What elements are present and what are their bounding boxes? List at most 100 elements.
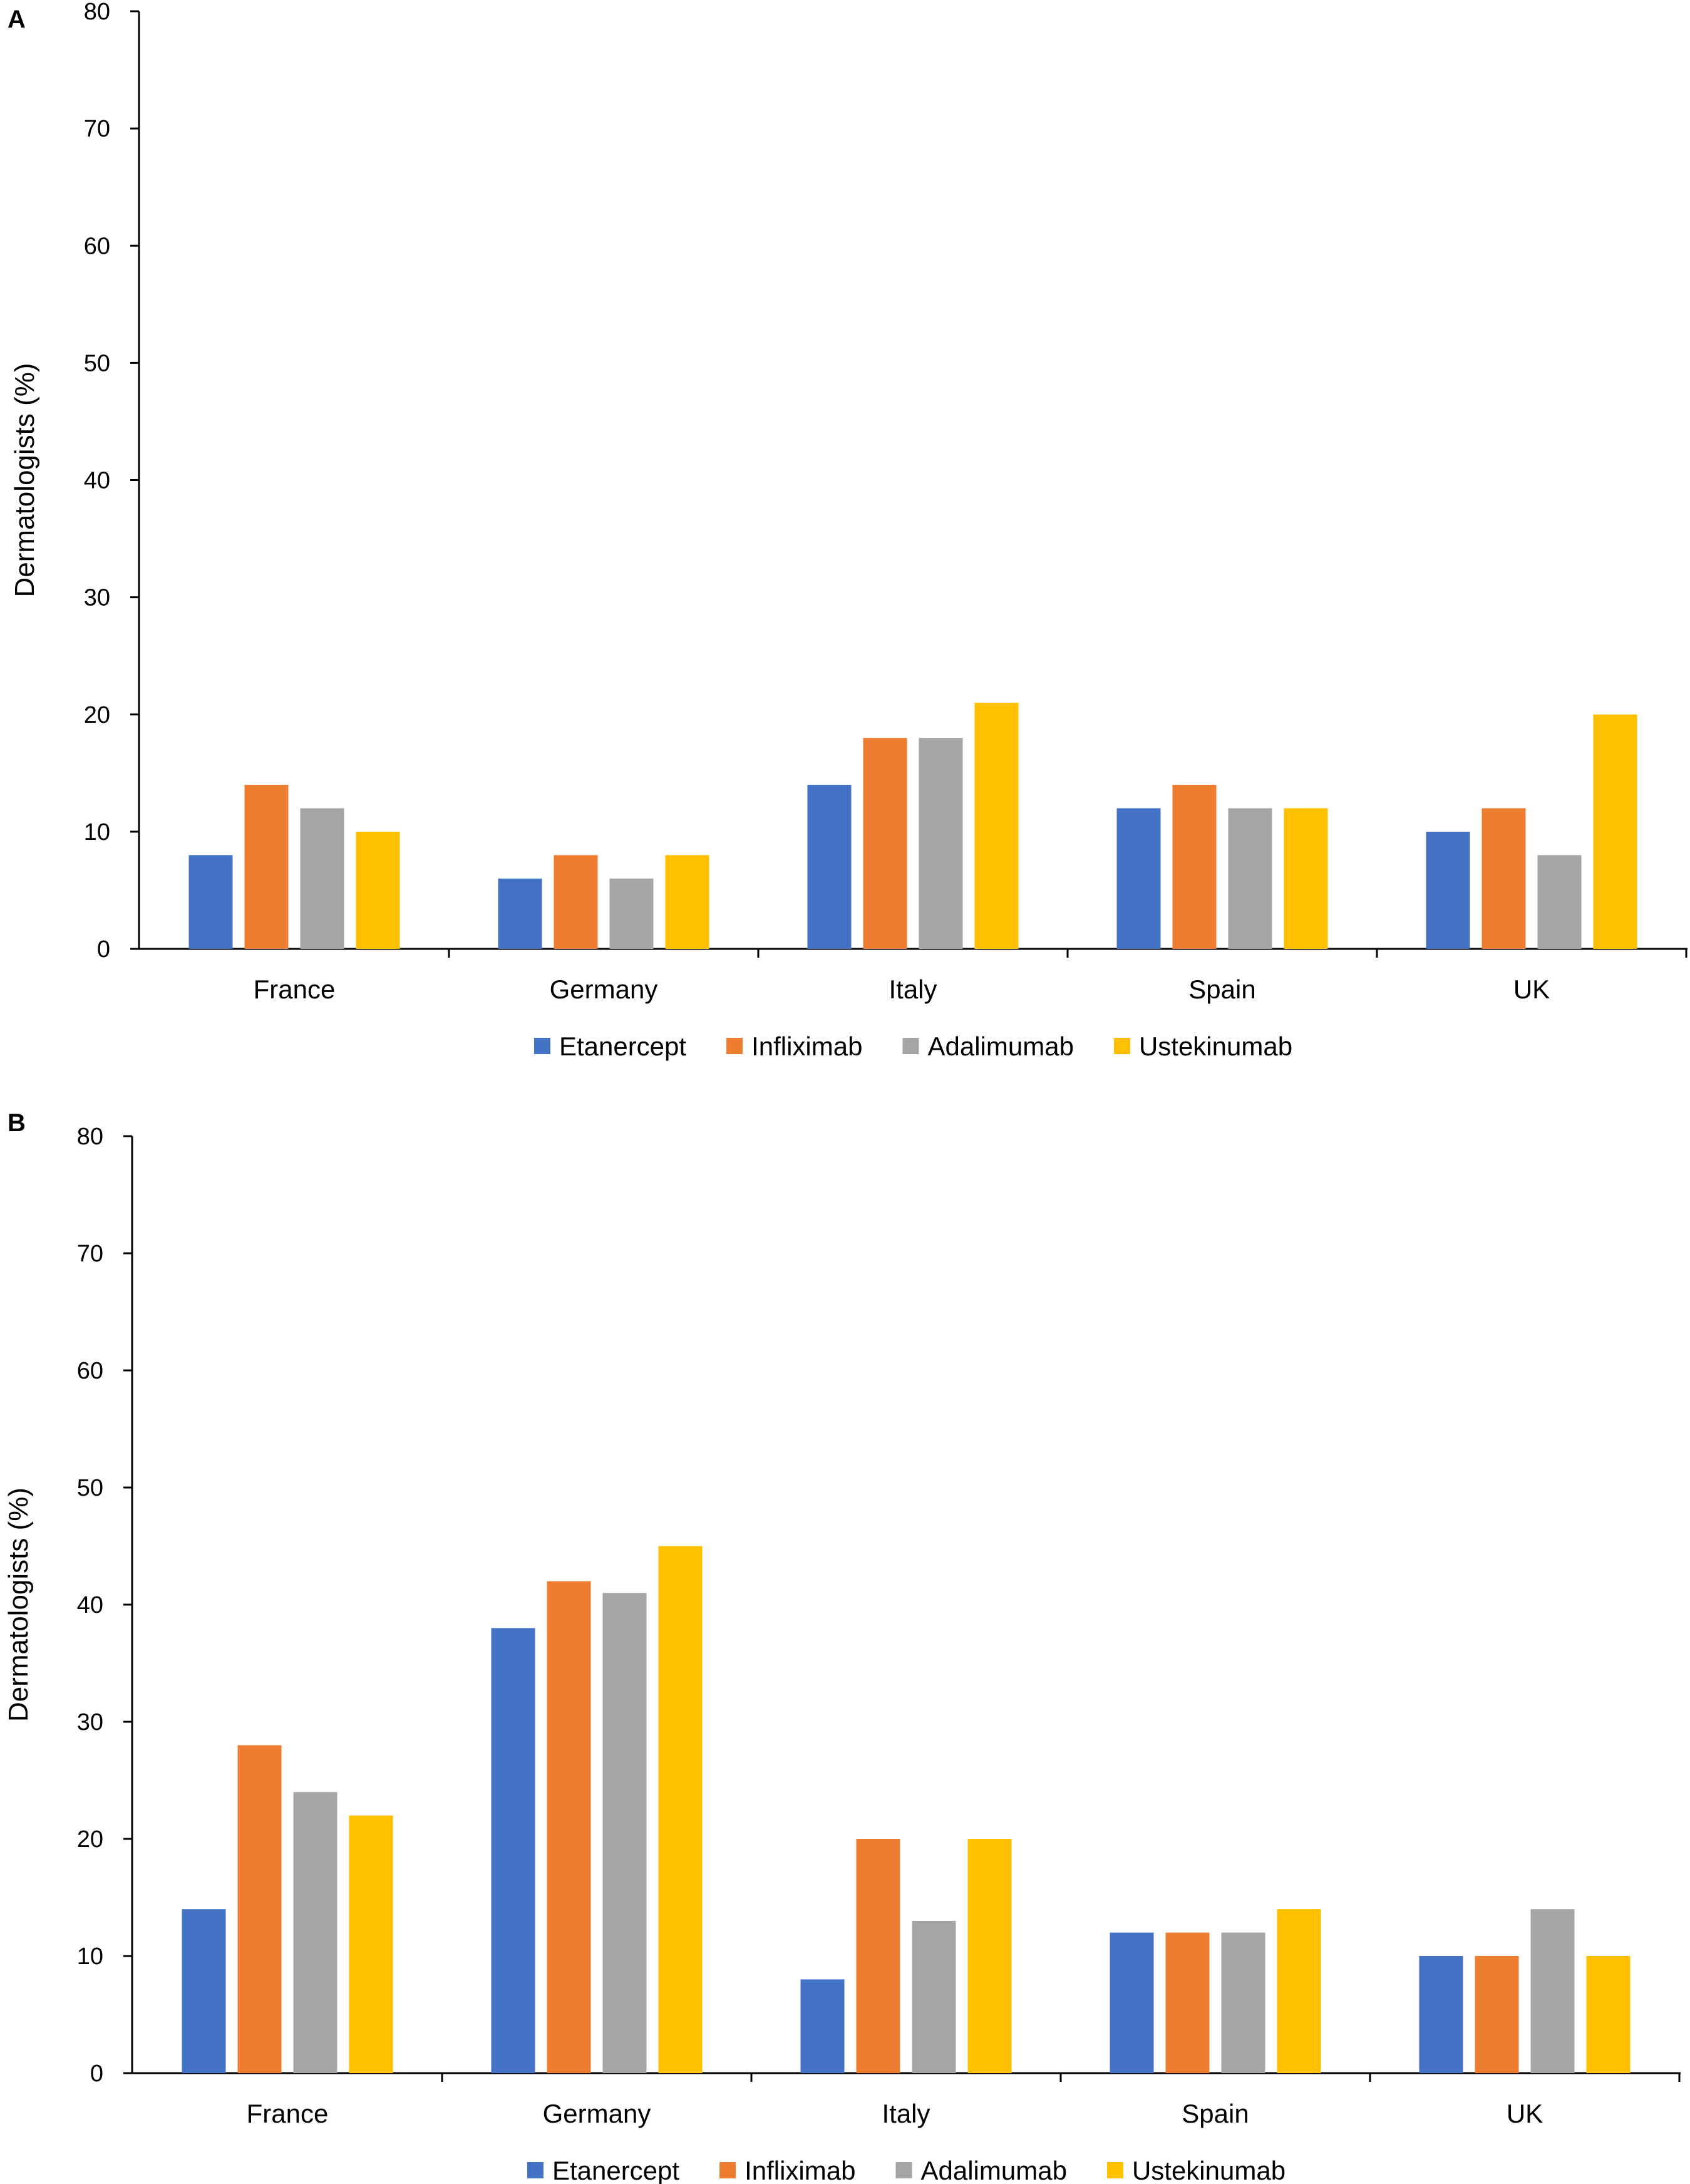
legend-label: Adalimumab	[920, 2156, 1066, 2184]
bar-infliximab-france: Infliximab – France: 14	[244, 785, 289, 949]
bar-adalimumab-germany: Adalimumab – Germany: 6	[609, 878, 654, 949]
bar-ustekinumab-spain: Ustekinumab – Spain: 12	[1284, 808, 1328, 949]
chart-panel-a: A Dermatologists (%) 0 10 20 30 40 50 60 70 80 Fran…	[8, 0, 1687, 1061]
bar-adalimumab-spain: Adalimumab – Spain: 12	[1221, 1932, 1265, 2073]
y-axis-title: Dermatologists (%)	[3, 1488, 34, 1722]
bar-ustekinumab-spain: Ustekinumab – Spain: 14	[1277, 1909, 1321, 2073]
x-category-label: UK	[1507, 2099, 1543, 2128]
y-tick-label: 80	[84, 0, 110, 25]
legend-item: Etanercept	[527, 2156, 679, 2184]
bar-ustekinumab-germany: Ustekinumab – Germany: 8	[665, 855, 709, 949]
y-tick-label: 30	[84, 585, 110, 611]
y-tick-label: 10	[84, 819, 110, 846]
legend-item: Ustekinumab	[1113, 1032, 1292, 1061]
bar-etanercept-italy: Etanercept – Italy: 14	[807, 785, 852, 949]
bar-adalimumab-italy: Adalimumab – Italy: 18	[919, 738, 963, 949]
bar-etanercept-germany: Etanercept – Germany: 38	[491, 1628, 535, 2073]
bar-infliximab-germany: Infliximab – Germany: 8	[554, 855, 598, 949]
legend-label: Infliximab	[745, 2156, 855, 2184]
bar-infliximab-italy: Infliximab – Italy: 18	[863, 738, 907, 949]
bar-adalimumab-france: Adalimumab – France: 24	[293, 1792, 337, 2073]
legend: Etanercept Infliximab Adalimumab Ustekinuma…	[527, 2156, 1286, 2184]
legend-item: Adalimumab	[895, 2156, 1067, 2184]
legend-swatch	[895, 2162, 912, 2178]
legend-swatch	[719, 2162, 736, 2178]
y-tick-label: 10	[77, 1943, 103, 1970]
bar-infliximab-spain: Infliximab – Spain: 14	[1172, 785, 1217, 949]
bar-etanercept-italy: Etanercept – Italy: 8	[800, 1979, 845, 2073]
bar-ustekinumab-france: Ustekinumab – France: 22	[349, 1815, 393, 2073]
legend-item: Adalimumab	[902, 1032, 1074, 1061]
bar-etanercept-spain: Etanercept – Spain: 12	[1116, 808, 1161, 949]
x-category-label: Spain	[1188, 975, 1255, 1004]
x-category-label: Germany	[543, 2099, 651, 2128]
x-category-label: Germany	[550, 975, 658, 1004]
legend-swatch	[902, 1038, 919, 1054]
chart-panel-b: B Dermatologists (%) 0 10 20 30 40 50 60 70 80 Fran…	[3, 1109, 1681, 2184]
panel-label: A	[8, 6, 26, 33]
bar-etanercept-spain: Etanercept – Spain: 12	[1110, 1932, 1154, 2073]
y-tick-label: 0	[97, 936, 110, 963]
bar-adalimumab-spain: Adalimumab – Spain: 12	[1228, 808, 1272, 949]
bar-adalimumab-germany: Adalimumab – Germany: 41	[602, 1593, 647, 2073]
bar-adalimumab-uk: Adalimumab – UK: 8	[1537, 855, 1582, 949]
bar-infliximab-uk: Infliximab – UK: 10	[1475, 1956, 1519, 2073]
bar-ustekinumab-germany: Ustekinumab – Germany: 45	[658, 1546, 703, 2073]
y-tick-label: 80	[77, 1124, 103, 1150]
bar-etanercept-france: Etanercept – France: 14	[182, 1909, 226, 2073]
legend-swatch	[527, 2162, 544, 2178]
y-tick-label: 40	[77, 1592, 103, 1618]
x-category-label: France	[247, 2099, 329, 2128]
x-category-label: Italy	[889, 975, 937, 1004]
legend-item: Infliximab	[719, 2156, 855, 2184]
bar-infliximab-spain: Infliximab – Spain: 12	[1165, 1932, 1210, 2073]
bar-etanercept-germany: Etanercept – Germany: 6	[498, 878, 542, 949]
bar-adalimumab-uk: Adalimumab – UK: 14	[1530, 1909, 1575, 2073]
legend-item: Ustekinumab	[1106, 2156, 1286, 2184]
y-tick-label: 40	[84, 468, 110, 494]
legend-label: Etanercept	[552, 2156, 679, 2184]
panel-label: B	[8, 1109, 26, 1137]
bar-adalimumab-italy: Adalimumab – Italy: 13	[912, 1920, 956, 2073]
legend-swatch	[1106, 2162, 1123, 2178]
y-tick-label: 50	[77, 1475, 103, 1501]
legend-label: Ustekinumab	[1132, 2156, 1286, 2184]
legend-swatch	[726, 1038, 743, 1054]
bar-infliximab-italy: Infliximab – Italy: 20	[856, 1839, 900, 2073]
bar-etanercept-uk: Etanercept – UK: 10	[1419, 1956, 1463, 2073]
y-tick-label: 20	[84, 702, 110, 728]
legend-swatch	[1113, 1038, 1130, 1054]
bar-infliximab-germany: Infliximab – Germany: 42	[547, 1581, 591, 2073]
y-tick-label: 20	[77, 1826, 103, 1853]
bar-infliximab-france: Infliximab – France: 28	[237, 1745, 282, 2073]
y-tick-label: 0	[90, 2061, 103, 2087]
x-category-label: UK	[1513, 975, 1550, 1004]
y-tick-label: 70	[77, 1241, 103, 1267]
bar-ustekinumab-italy: Ustekinumab – Italy: 21	[974, 703, 1019, 949]
y-axis-title: Dermatologists (%)	[9, 363, 40, 597]
legend-label: Infliximab	[751, 1032, 862, 1061]
x-category-label: Italy	[882, 2099, 930, 2128]
bar-adalimumab-france: Adalimumab – France: 12	[300, 808, 344, 949]
y-tick-label: 60	[77, 1358, 103, 1384]
y-tick-label: 60	[84, 233, 110, 259]
bar-etanercept-uk: Etanercept – UK: 10	[1426, 831, 1470, 949]
legend-item: Infliximab	[726, 1032, 862, 1061]
x-category-label: France	[254, 975, 336, 1004]
y-tick-label: 50	[84, 350, 110, 376]
bar-ustekinumab-uk: Ustekinumab – UK: 10	[1586, 1956, 1631, 2073]
legend-label: Adalimumab	[927, 1032, 1073, 1061]
legend: Etanercept Infliximab Adalimumab Ustekinuma…	[533, 1032, 1292, 1061]
legend-item: Etanercept	[533, 1032, 686, 1061]
x-category-label: Spain	[1182, 2099, 1249, 2128]
bar-ustekinumab-uk: Ustekinumab – UK: 20	[1593, 714, 1637, 949]
y-tick-label: 70	[84, 116, 110, 142]
bar-ustekinumab-france: Ustekinumab – France: 10	[356, 831, 400, 949]
y-tick-label: 30	[77, 1709, 103, 1736]
bar-ustekinumab-italy: Ustekinumab – Italy: 20	[967, 1839, 1012, 2073]
bar-infliximab-uk: Infliximab – UK: 12	[1481, 808, 1526, 949]
legend-label: Ustekinumab	[1139, 1032, 1292, 1061]
legend-swatch	[533, 1038, 550, 1054]
legend-label: Etanercept	[559, 1032, 686, 1061]
